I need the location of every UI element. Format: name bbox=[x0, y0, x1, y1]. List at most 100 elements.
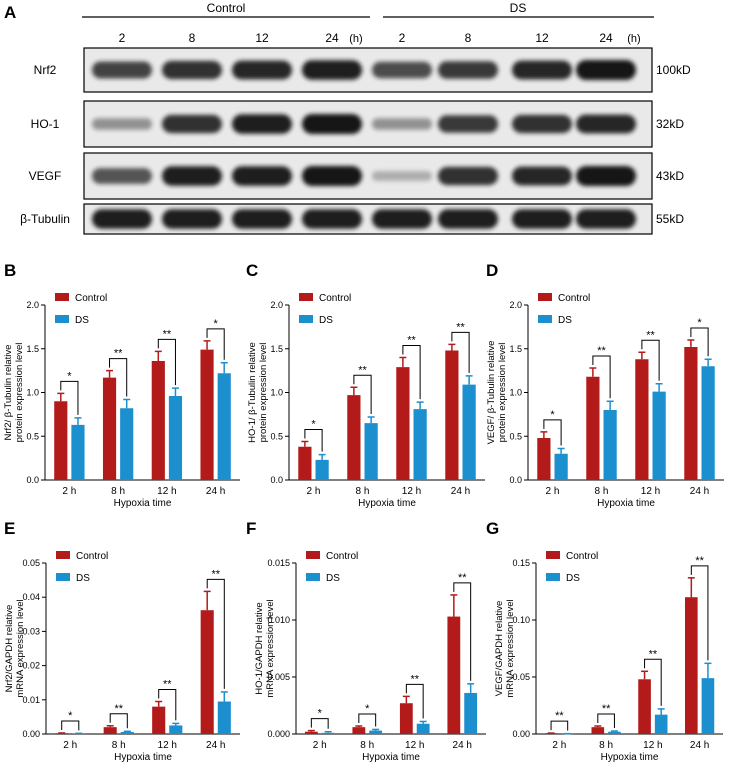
blot-band bbox=[92, 61, 152, 79]
x-axis-label: Hypoxia time bbox=[114, 752, 172, 763]
y-tick-label: 0.0 bbox=[270, 475, 283, 485]
control-group-label: Control bbox=[207, 1, 246, 15]
x-tick-label: 2 h bbox=[313, 740, 327, 751]
y-tick-label: 1.0 bbox=[270, 388, 283, 398]
x-tick-label: 24 h bbox=[206, 486, 225, 497]
legend-swatch bbox=[546, 573, 560, 581]
bar bbox=[315, 459, 329, 480]
significance-bracket bbox=[60, 380, 79, 415]
chart-panel-g: G 0.00 0.05 0.10 0.15 VEGF/GAPDH relative mRNA… bbox=[486, 519, 723, 763]
x-tick-label: 2 h bbox=[63, 740, 77, 751]
y-tick-label: 2.0 bbox=[509, 300, 522, 310]
blot-band bbox=[162, 209, 222, 229]
blot-band bbox=[512, 209, 572, 229]
significance-bracket bbox=[109, 358, 128, 397]
blot-band bbox=[162, 114, 222, 134]
y-axis-label: VEGF/ β-Tubulin relative bbox=[486, 341, 497, 445]
bar bbox=[304, 731, 318, 734]
y-tick-label: 0.0 bbox=[509, 475, 522, 485]
x-tick-label: 24 h bbox=[453, 740, 472, 751]
y-axis-label: mRNA expression level bbox=[505, 599, 516, 697]
significance-mark: * bbox=[311, 419, 316, 431]
timepoint-label: 12 bbox=[255, 31, 269, 45]
bar bbox=[635, 359, 649, 480]
timepoint-label: 24 bbox=[599, 31, 613, 45]
significance-bracket bbox=[690, 327, 709, 357]
timepoint-label: 24 bbox=[325, 31, 339, 45]
x-tick-label: 12 h bbox=[643, 740, 662, 751]
timepoint-unit: (h) bbox=[349, 33, 362, 45]
y-tick-label: 0.02 bbox=[22, 661, 40, 671]
y-axis-label: protein expression level bbox=[497, 343, 508, 443]
protein-label: β-Tubulin bbox=[20, 212, 70, 226]
x-tick-label: 2 h bbox=[552, 740, 566, 751]
blot-band bbox=[372, 118, 432, 130]
timepoint-label: 2 bbox=[399, 31, 406, 45]
significance-mark: ** bbox=[646, 329, 655, 341]
bar bbox=[120, 408, 134, 480]
bar bbox=[169, 725, 183, 734]
significance-mark: ** bbox=[456, 321, 465, 333]
legend-swatch bbox=[56, 551, 70, 559]
legend-swatch bbox=[299, 293, 313, 301]
blot-band bbox=[576, 114, 636, 134]
bar bbox=[369, 730, 383, 734]
bar bbox=[103, 727, 117, 734]
bar bbox=[352, 727, 366, 734]
timepoint-label: 8 bbox=[189, 31, 196, 45]
bar bbox=[537, 438, 551, 480]
bar bbox=[200, 349, 214, 480]
blot-band bbox=[232, 60, 292, 80]
molecular-weight-label: 43kD bbox=[656, 169, 684, 183]
panel-letter: E bbox=[4, 519, 15, 538]
bar bbox=[608, 731, 621, 734]
y-tick-label: 0.15 bbox=[512, 558, 530, 568]
blot-band bbox=[576, 209, 636, 229]
significance-bracket bbox=[109, 713, 128, 729]
bar bbox=[399, 703, 413, 734]
x-tick-label: 8 h bbox=[360, 740, 374, 751]
bar bbox=[396, 367, 410, 480]
bar bbox=[54, 401, 68, 480]
blot-band bbox=[302, 209, 362, 229]
significance-bracket bbox=[61, 720, 80, 731]
legend-label: Control bbox=[75, 293, 107, 304]
significance-mark: ** bbox=[695, 555, 704, 567]
significance-mark: ** bbox=[114, 703, 123, 715]
significance-bracket bbox=[206, 578, 225, 689]
y-axis-label: protein expression level bbox=[258, 343, 269, 443]
x-tick-label: 12 h bbox=[405, 740, 424, 751]
timepoint-label: 2 bbox=[119, 31, 126, 45]
significance-mark: * bbox=[365, 703, 370, 715]
blot-band bbox=[92, 209, 152, 229]
x-tick-label: 8 h bbox=[599, 740, 613, 751]
bar bbox=[298, 446, 312, 480]
blot-band bbox=[512, 114, 572, 134]
chart-panel-e: E 0.00 0.01 0.02 0.03 0.04 0.05 Nrf2/GAPDH rela… bbox=[4, 519, 240, 763]
ds-group-label: DS bbox=[510, 1, 527, 15]
legend-swatch bbox=[299, 315, 313, 323]
y-axis-label: mRNA expression level bbox=[265, 599, 276, 697]
blot-band bbox=[372, 209, 432, 229]
molecular-weight-label: 100kD bbox=[656, 63, 691, 77]
significance-bracket bbox=[453, 582, 472, 681]
chart-panel-c: C 0.0 0.5 1.0 1.5 2.0 HO-1/ β-Tubulin relative… bbox=[246, 261, 485, 509]
blot-band bbox=[162, 60, 222, 80]
significance-mark: ** bbox=[114, 348, 123, 360]
bar bbox=[217, 373, 231, 480]
y-axis-label: mRNA expression level bbox=[15, 599, 26, 697]
y-tick-label: 0.05 bbox=[22, 558, 40, 568]
y-tick-label: 0.00 bbox=[512, 729, 530, 739]
blot-band bbox=[512, 166, 572, 186]
significance-bracket bbox=[158, 689, 177, 721]
significance-mark: * bbox=[550, 409, 555, 421]
legend-swatch bbox=[306, 551, 320, 559]
x-tick-label: 12 h bbox=[158, 740, 177, 751]
y-axis-label: HO-1/ β-Tubulin relative bbox=[247, 342, 258, 443]
legend-swatch bbox=[306, 573, 320, 581]
y-tick-label: 0.5 bbox=[509, 431, 522, 441]
x-tick-label: 24 h bbox=[451, 486, 470, 497]
y-axis-label: HO-1/GAPDH relative bbox=[254, 602, 265, 694]
western-blot-panel: A Control DS 2 8 12 24 (h) 2 8 12 24 (h)… bbox=[4, 1, 691, 235]
y-tick-label: 0.0 bbox=[26, 475, 39, 485]
